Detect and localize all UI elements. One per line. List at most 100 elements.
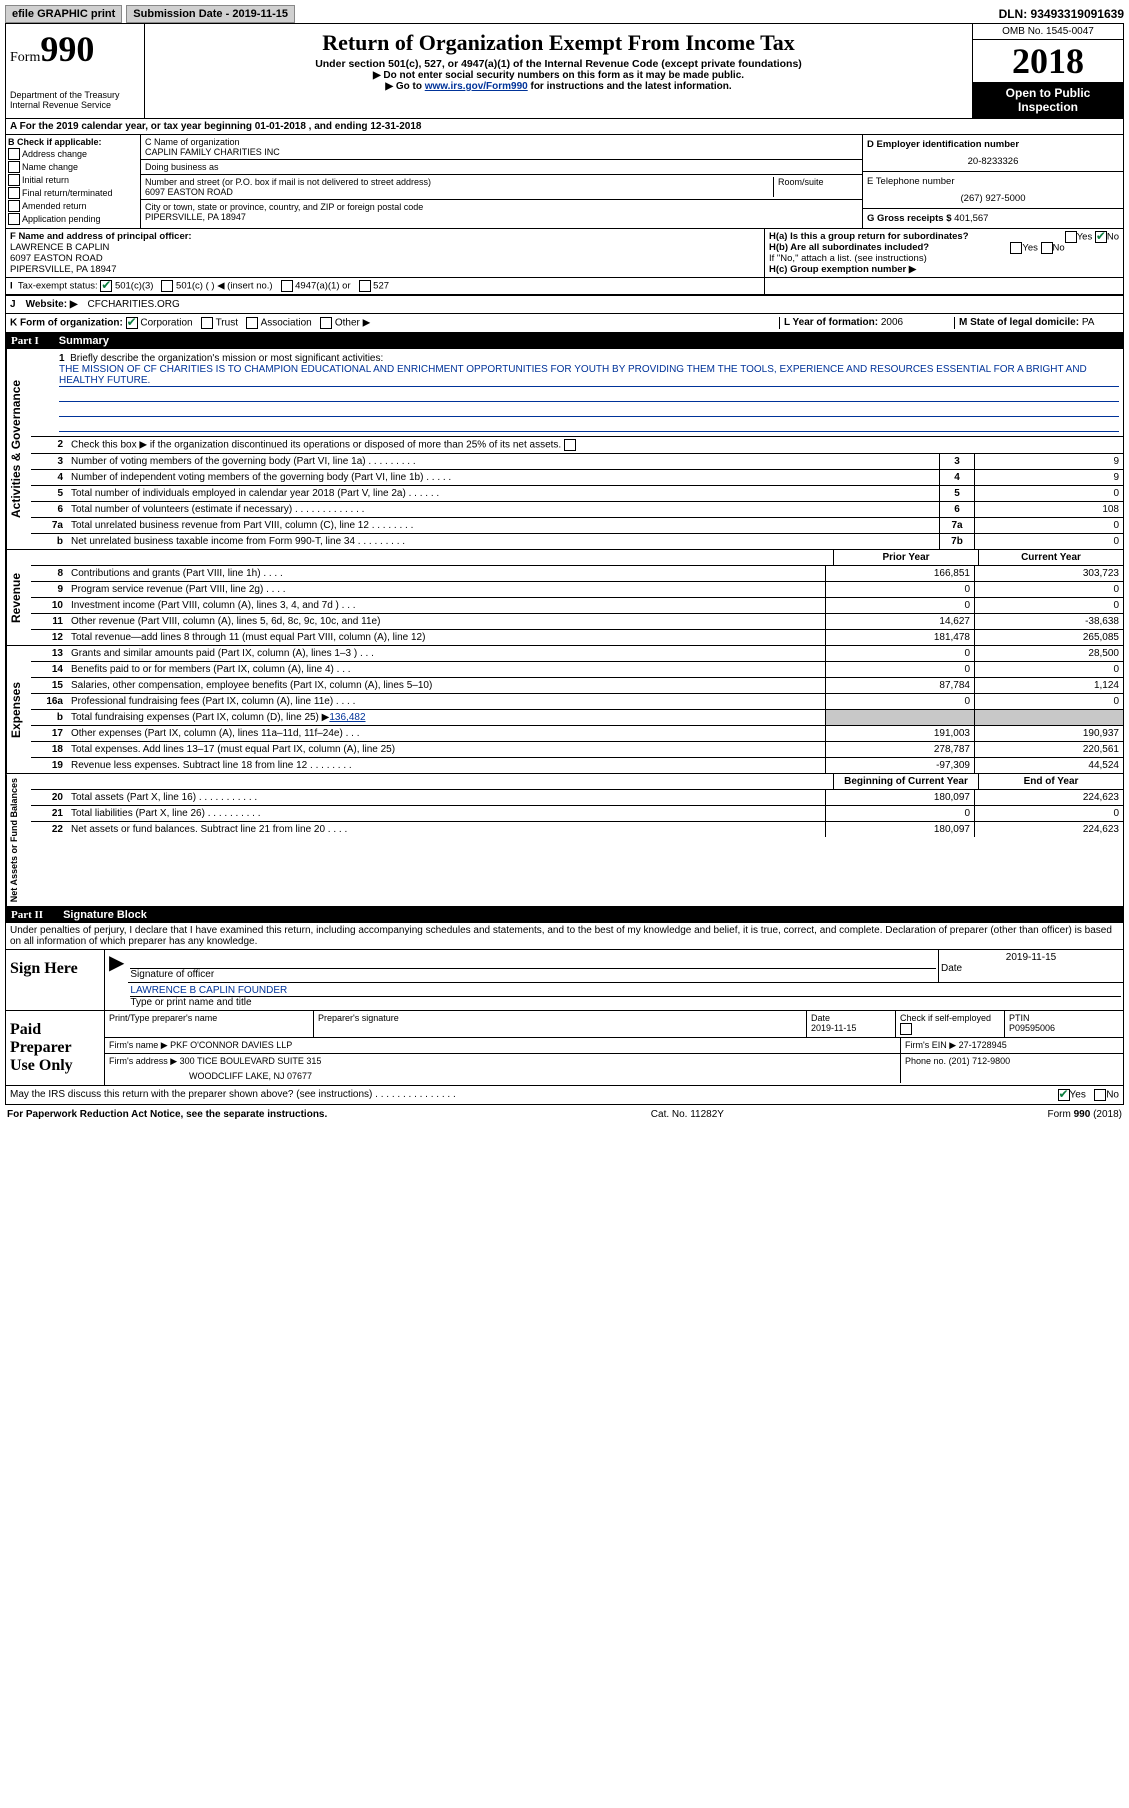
chk-assoc[interactable] [246, 317, 258, 329]
officer-name: LAWRENCE B CAPLIN [10, 242, 760, 253]
l7a-val: 0 [974, 518, 1123, 533]
chk-corp[interactable] [126, 317, 138, 329]
dept-label: Department of the Treasury Internal Reve… [10, 90, 140, 110]
instruction-2: ▶ Go to www.irs.gov/Form990 for instruct… [149, 81, 968, 92]
m-value: PA [1082, 317, 1095, 328]
boy-header: Beginning of Current Year [833, 774, 978, 789]
prep-name-label: Print/Type preparer's name [109, 1013, 309, 1023]
discuss-no[interactable] [1094, 1089, 1106, 1101]
chk-name[interactable] [8, 161, 20, 173]
row-j: J Website: ▶ CFCHARITIES.ORG [5, 296, 1124, 314]
chk-other[interactable] [320, 317, 332, 329]
mission-text: THE MISSION OF CF CHARITIES IS TO CHAMPI… [59, 364, 1119, 387]
paid-preparer-label: Paid Preparer Use Only [6, 1011, 105, 1085]
efile-button[interactable]: efile GRAPHIC print [5, 5, 122, 23]
chk-address[interactable] [8, 148, 20, 160]
activities-governance: Activities & Governance 1 Briefly descri… [5, 349, 1124, 550]
signature-line[interactable] [130, 952, 936, 969]
irs-link[interactable]: www.irs.gov/Form990 [425, 81, 528, 92]
website-value: CFCHARITIES.ORG [88, 299, 180, 310]
e-label: E Telephone number [867, 176, 1119, 187]
footer: For Paperwork Reduction Act Notice, see … [5, 1105, 1124, 1124]
instruction-1: ▶ Do not enter social security numbers o… [149, 70, 968, 81]
ptin-label: PTIN [1009, 1013, 1119, 1023]
declaration: Under penalties of perjury, I declare th… [6, 923, 1123, 950]
g-label: G Gross receipts $ [867, 213, 951, 224]
chk-self-employed[interactable] [900, 1023, 912, 1035]
prep-date-label: Date [811, 1013, 891, 1023]
topbar: efile GRAPHIC print Submission Date - 20… [5, 5, 1124, 23]
self-emp-label: Check if self-employed [900, 1013, 991, 1023]
discuss-yes[interactable] [1058, 1089, 1070, 1101]
discuss-label: May the IRS discuss this return with the… [10, 1089, 1058, 1101]
addr-value: 6097 EASTON ROAD [145, 187, 773, 197]
l16b-link[interactable]: 136,482 [329, 712, 365, 723]
ptin-value: P09595006 [1009, 1023, 1119, 1033]
ha-no[interactable] [1095, 231, 1107, 243]
hb-no[interactable] [1041, 242, 1053, 254]
i-label: Tax-exempt status: [18, 281, 98, 292]
chk-4947[interactable] [281, 280, 293, 292]
sig-date: 2019-11-15 [941, 952, 1121, 963]
city-label: City or town, state or province, country… [145, 202, 858, 212]
title-box: Return of Organization Exempt From Incom… [145, 24, 972, 118]
form-identity: Form990 Department of the Treasury Inter… [6, 24, 145, 118]
col-deg: D Employer identification number 20-8233… [862, 135, 1123, 228]
officer-city: PIPERSVILLE, PA 18947 [10, 264, 760, 275]
firm-addr2: WOODCLIFF LAKE, NJ 07677 [189, 1071, 896, 1081]
sign-here-label: Sign Here [6, 950, 105, 1010]
officer-addr: 6097 EASTON ROAD [10, 253, 760, 264]
l-value: 2006 [881, 317, 903, 328]
addr-label: Number and street (or P.O. box if mail i… [145, 177, 773, 187]
vert-activities: Activities & Governance [6, 349, 31, 549]
firm-name: PKF O'CONNOR DAVIES LLP [170, 1040, 292, 1050]
chk-501c3[interactable] [100, 280, 112, 292]
hb-yes[interactable] [1010, 242, 1022, 254]
submission-date-button[interactable]: Submission Date - 2019-11-15 [126, 5, 295, 23]
part1-header: Part I Summary [5, 333, 1124, 349]
chk-initial[interactable] [8, 174, 20, 186]
ein-value: 20-8233326 [867, 156, 1119, 167]
l-label: L Year of formation: [784, 317, 878, 328]
hb-label: H(b) Are all subordinates included? [769, 242, 929, 253]
row-a: A For the 2019 calendar year, or tax yea… [5, 119, 1124, 135]
gross-receipts: 401,567 [954, 213, 988, 224]
chk-final[interactable] [8, 187, 20, 199]
hb-note: If "No," attach a list. (see instruction… [769, 253, 1119, 264]
firm-addr1: 300 TICE BOULEVARD SUITE 315 [180, 1056, 322, 1066]
current-year-header: Current Year [978, 550, 1123, 565]
col-c: C Name of organization CAPLIN FAMILY CHA… [141, 135, 862, 228]
vert-netassets: Net Assets or Fund Balances [6, 774, 31, 906]
l2-chk[interactable] [564, 439, 576, 451]
section-fh: F Name and address of principal officer:… [5, 229, 1124, 278]
l7b-val: 0 [974, 534, 1123, 549]
arrow-icon: ▶ [105, 950, 128, 1010]
date-label: Date [941, 963, 1121, 974]
firm-name-label: Firm's name ▶ [109, 1040, 168, 1050]
chk-527[interactable] [359, 280, 371, 292]
ha-label: H(a) Is this a group return for subordin… [769, 231, 969, 242]
chk-501c[interactable] [161, 280, 173, 292]
m-label: M State of legal domicile: [959, 317, 1079, 328]
chk-trust[interactable] [201, 317, 213, 329]
chk-pending[interactable] [8, 213, 20, 225]
ha-yes[interactable] [1065, 231, 1077, 243]
dln-label: DLN: 93493319091639 [999, 7, 1124, 21]
form-header: Form990 Department of the Treasury Inter… [5, 23, 1124, 119]
l5-val: 0 [974, 486, 1123, 501]
section-bg: B Check if applicable: Address change Na… [5, 135, 1124, 229]
form-subtitle: Under section 501(c), 527, or 4947(a)(1)… [149, 58, 968, 70]
org-name: CAPLIN FAMILY CHARITIES INC [145, 147, 858, 157]
part2-header: Part II Signature Block [5, 907, 1124, 923]
phone-value: (267) 927-5000 [867, 193, 1119, 204]
firm-phone: (201) 712-9800 [949, 1056, 1011, 1066]
open-to-public: Open to Public Inspection [973, 82, 1123, 118]
chk-amended[interactable] [8, 200, 20, 212]
website-label: Website: ▶ [26, 299, 78, 310]
l4-val: 9 [974, 470, 1123, 485]
dba-label: Doing business as [145, 162, 858, 172]
l1-label: Briefly describe the organization's miss… [70, 353, 383, 364]
expenses-section: Expenses 13Grants and similar amounts pa… [5, 646, 1124, 774]
col-b: B Check if applicable: Address change Na… [6, 135, 141, 228]
officer-name-print: LAWRENCE B CAPLIN FOUNDER [130, 985, 1121, 997]
